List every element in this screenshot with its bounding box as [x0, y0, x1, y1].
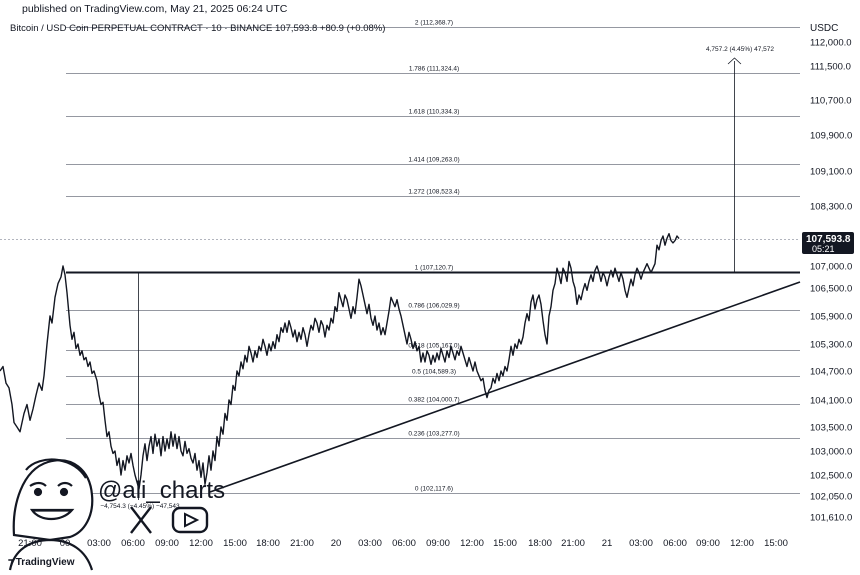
y-tick-label: 105,900.0 [810, 312, 852, 323]
x-tick-label: 09:00 [696, 538, 720, 549]
fibonacci-extension: 2 (112,368.7) 1.786 (111,324.4) 1.618 (110… [66, 20, 800, 494]
x-tick-label: 03:00 [629, 538, 653, 549]
x-logo-icon [130, 506, 152, 534]
x-tick-label: 12:00 [460, 538, 484, 549]
y-tick-label: 112,000.0 [810, 38, 852, 49]
measure-tools: 4,757.2 (4.45%) 47,572 −4,754.3 (−4.45%) … [100, 46, 774, 510]
last-price-tag: 107,593.8 05:21 [802, 232, 854, 254]
fib-level-label: 0.5 (104,589.3) [412, 369, 456, 376]
x-tick-label: 06:00 [392, 538, 416, 549]
fib-level-label: 1.786 (111,324.4) [409, 66, 459, 73]
y-tick-label: 103,500.0 [810, 423, 852, 434]
x-tick-label: 09:00 [155, 538, 179, 549]
y-tick-label: 108,300.0 [810, 202, 852, 213]
x-tick-label: 03:00 [358, 538, 382, 549]
author-watermark: @ali_charts [8, 458, 225, 571]
fib-level-label: 0.786 (106,029.9) [408, 303, 459, 310]
x-tick-label: 06:00 [663, 538, 687, 549]
y-tick-label: 104,700.0 [810, 367, 852, 378]
y-tick-label: 101,610.0 [810, 513, 852, 524]
fib-level-label: 0.618 (105,167.0) [408, 343, 459, 350]
price-axis[interactable]: 112,000.0 111,500.0 110,700.0 109,900.0 109,… [810, 38, 852, 524]
x-tick-label: 15:00 [764, 538, 788, 549]
measure-up-arrow-icon [727, 57, 742, 65]
y-tick-label: 107,000.0 [810, 262, 852, 273]
y-tick-label: 105,300.0 [810, 340, 852, 351]
cartoon-face-avatar [8, 458, 94, 571]
tradingview-logo[interactable]: ⁊ TradingView [8, 557, 74, 568]
y-tick-label: 111,500.0 [810, 62, 851, 73]
x-tick-label: 15:00 [223, 538, 247, 549]
tradingview-logo-icon: ⁊ [8, 557, 16, 568]
y-tick-label: 102,050.0 [810, 492, 852, 503]
y-tick-label: 102,500.0 [810, 471, 852, 482]
fib-level-label: 1.618 (110,334.3) [409, 109, 460, 116]
x-tick-label: 15:00 [493, 538, 517, 549]
fib-level-label: 0.382 (104,000.7) [408, 397, 459, 404]
x-tick-label: 20 [331, 538, 342, 549]
fib-level-label: 2 (112,368.7) [415, 20, 453, 27]
x-tick-label: 06:00 [121, 538, 145, 549]
symbol-legend[interactable]: Bitcoin / USD Coin PERPETUAL CONTRACT · … [10, 23, 386, 34]
measure-down-label: −4,754.3 (−4.45%) −47,543 [100, 503, 180, 510]
last-price-value: 107,593.8 [806, 234, 851, 245]
tradingview-brand: TradingView [15, 557, 75, 568]
x-tick-label: 21 [602, 538, 613, 549]
youtube-icon [171, 506, 209, 534]
price-series [0, 233, 800, 490]
x-tick-label: 00 [60, 538, 71, 549]
x-tick-label: 21:00 [290, 538, 314, 549]
fib-level-label: 0.236 (103,277.0) [408, 431, 459, 438]
x-tick-label: 21:00 [561, 538, 585, 549]
y-tick-label: 104,100.0 [810, 396, 852, 407]
y-tick-label: 103,000.0 [810, 447, 852, 458]
x-tick-label: 09:00 [426, 538, 450, 549]
trend-lines [209, 281, 801, 493]
x-tick-label: 18:00 [528, 538, 552, 549]
measure-up-label: 4,757.2 (4.45%) 47,572 [706, 46, 774, 53]
time-axis[interactable]: 21:00 00 03:00 06:00 09:00 12:00 15:00 18:00 21:… [18, 538, 788, 549]
fib-level-label: 1.272 (108,523.4) [408, 189, 459, 196]
author-handle: @ali_charts [98, 477, 225, 504]
publish-info: published on TradingView.com, May 21, 20… [22, 3, 288, 15]
ascending-trendline [209, 281, 801, 493]
price-line [0, 233, 680, 490]
y-tick-label: 106,500.0 [810, 284, 852, 295]
x-tick-label: 03:00 [87, 538, 111, 549]
y-tick-label: 109,900.0 [810, 131, 852, 142]
x-tick-label: 12:00 [189, 538, 213, 549]
y-tick-label: 110,700.0 [810, 96, 852, 107]
fib-level-label: 1 (107,120.7) [415, 265, 454, 272]
fib-level-label: 0 (102,117.6) [415, 486, 453, 493]
fib-level-label: 1.414 (109,263.0) [408, 157, 459, 164]
y-tick-label: 109,100.0 [810, 167, 852, 178]
x-tick-label: 18:00 [256, 538, 280, 549]
countdown-value: 05:21 [812, 244, 835, 254]
currency-label: USDC [810, 23, 839, 34]
x-tick-label: 12:00 [730, 538, 754, 549]
